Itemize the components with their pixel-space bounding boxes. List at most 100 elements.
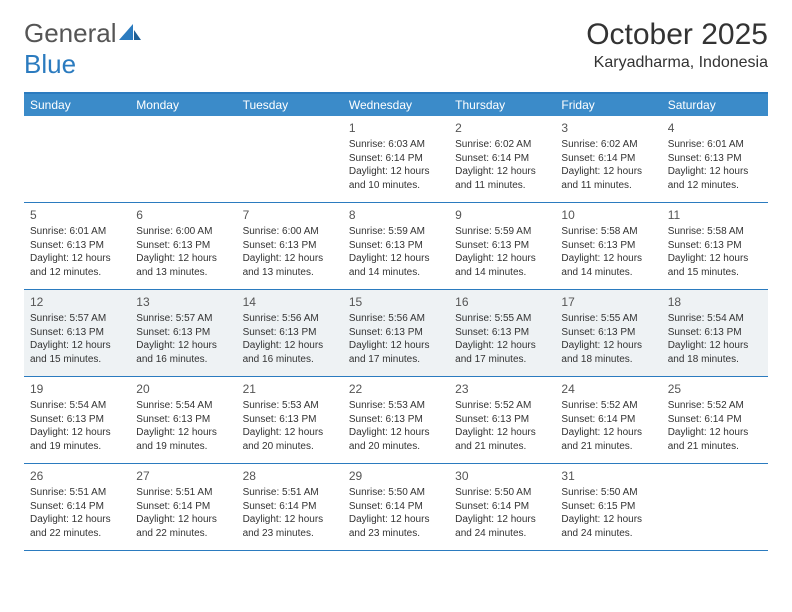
cell-daylight1: Daylight: 12 hours bbox=[349, 426, 443, 440]
cell-daylight1: Daylight: 12 hours bbox=[30, 513, 124, 527]
cell-sunset: Sunset: 6:13 PM bbox=[243, 326, 337, 340]
cell-sunrise: Sunrise: 5:51 AM bbox=[136, 486, 230, 500]
cell-daylight2: and 15 minutes. bbox=[668, 266, 762, 280]
day-number: 12 bbox=[30, 294, 124, 310]
cell-daylight1: Daylight: 12 hours bbox=[136, 426, 230, 440]
cell-sunset: Sunset: 6:13 PM bbox=[455, 326, 549, 340]
cell-sunrise: Sunrise: 5:54 AM bbox=[30, 399, 124, 413]
cell-daylight1: Daylight: 12 hours bbox=[455, 426, 549, 440]
logo-text: GeneralBlue bbox=[24, 18, 141, 80]
cell-sunset: Sunset: 6:13 PM bbox=[561, 326, 655, 340]
day-number: 13 bbox=[136, 294, 230, 310]
day-number: 21 bbox=[243, 381, 337, 397]
cell-sunset: Sunset: 6:14 PM bbox=[30, 500, 124, 514]
cell-daylight1: Daylight: 12 hours bbox=[561, 165, 655, 179]
cell-daylight1: Daylight: 12 hours bbox=[30, 426, 124, 440]
cell-daylight2: and 23 minutes. bbox=[349, 527, 443, 541]
cell-daylight2: and 24 minutes. bbox=[455, 527, 549, 541]
calendar-cell: 4Sunrise: 6:01 AMSunset: 6:13 PMDaylight… bbox=[662, 116, 768, 202]
day-number: 16 bbox=[455, 294, 549, 310]
cell-daylight1: Daylight: 12 hours bbox=[561, 339, 655, 353]
day-number: 11 bbox=[668, 207, 762, 223]
day-number: 27 bbox=[136, 468, 230, 484]
day-header-row: SundayMondayTuesdayWednesdayThursdayFrid… bbox=[24, 94, 768, 116]
cell-daylight2: and 16 minutes. bbox=[243, 353, 337, 367]
cell-daylight1: Daylight: 12 hours bbox=[561, 513, 655, 527]
calendar-week: 19Sunrise: 5:54 AMSunset: 6:13 PMDayligh… bbox=[24, 377, 768, 464]
calendar-cell: 17 Sunrise: 5:55 AMSunset: 6:13 PMDayligh… bbox=[555, 290, 661, 376]
day-number: 19 bbox=[30, 381, 124, 397]
cell-sunset: Sunset: 6:13 PM bbox=[561, 239, 655, 253]
month-title: October 2025 bbox=[586, 18, 768, 52]
cell-sunset: Sunset: 6:14 PM bbox=[561, 413, 655, 427]
cell-daylight2: and 21 minutes. bbox=[668, 440, 762, 454]
calendar-cell: 20Sunrise: 5:54 AMSunset: 6:13 PMDayligh… bbox=[130, 377, 236, 463]
calendar-week: 12Sunrise: 5:57 AMSunset: 6:13 PMDayligh… bbox=[24, 290, 768, 377]
cell-sunset: Sunset: 6:13 PM bbox=[349, 326, 443, 340]
cell-sunrise: Sunrise: 6:02 AM bbox=[561, 138, 655, 152]
calendar-cell: 1Sunrise: 6:03 AMSunset: 6:14 PMDaylight… bbox=[343, 116, 449, 202]
day-number: 17 bbox=[561, 294, 655, 310]
cell-sunrise: Sunrise: 6:00 AM bbox=[136, 225, 230, 239]
day-header-cell: Sunday bbox=[24, 94, 130, 116]
day-number: 4 bbox=[668, 120, 762, 136]
cell-sunrise: Sunrise: 5:55 AM bbox=[455, 312, 549, 326]
cell-sunset: Sunset: 6:13 PM bbox=[349, 413, 443, 427]
cell-sunset: Sunset: 6:14 PM bbox=[455, 152, 549, 166]
cell-sunrise: Sunrise: 6:01 AM bbox=[668, 138, 762, 152]
calendar-cell: 24Sunrise: 5:52 AMSunset: 6:14 PMDayligh… bbox=[555, 377, 661, 463]
cell-daylight2: and 18 minutes. bbox=[668, 353, 762, 367]
cell-sunrise: Sunrise: 5:52 AM bbox=[668, 399, 762, 413]
day-number: 22 bbox=[349, 381, 443, 397]
calendar-week: 26Sunrise: 5:51 AMSunset: 6:14 PMDayligh… bbox=[24, 464, 768, 551]
cell-daylight2: and 20 minutes. bbox=[349, 440, 443, 454]
cell-sunset: Sunset: 6:13 PM bbox=[30, 413, 124, 427]
cell-sunrise: Sunrise: 5:55 AM bbox=[561, 312, 655, 326]
cell-daylight2: and 14 minutes. bbox=[349, 266, 443, 280]
day-number: 5 bbox=[30, 207, 124, 223]
cell-sunrise: Sunrise: 6:02 AM bbox=[455, 138, 549, 152]
day-header-cell: Wednesday bbox=[343, 94, 449, 116]
cell-daylight1: Daylight: 12 hours bbox=[30, 339, 124, 353]
calendar-cell: 9Sunrise: 5:59 AMSunset: 6:13 PMDaylight… bbox=[449, 203, 555, 289]
day-number: 23 bbox=[455, 381, 549, 397]
cell-sunrise: Sunrise: 5:58 AM bbox=[561, 225, 655, 239]
cell-daylight1: Daylight: 12 hours bbox=[668, 252, 762, 266]
cell-daylight2: and 13 minutes. bbox=[243, 266, 337, 280]
calendar-cell-empty bbox=[24, 116, 130, 202]
day-number: 9 bbox=[455, 207, 549, 223]
calendar-cell: 2Sunrise: 6:02 AMSunset: 6:14 PMDaylight… bbox=[449, 116, 555, 202]
cell-daylight1: Daylight: 12 hours bbox=[668, 426, 762, 440]
calendar-cell: 8Sunrise: 5:59 AMSunset: 6:13 PMDaylight… bbox=[343, 203, 449, 289]
cell-sunset: Sunset: 6:15 PM bbox=[561, 500, 655, 514]
calendar-cell: 7Sunrise: 6:00 AMSunset: 6:13 PMDaylight… bbox=[237, 203, 343, 289]
calendar-cell: 26Sunrise: 5:51 AMSunset: 6:14 PMDayligh… bbox=[24, 464, 130, 550]
cell-sunrise: Sunrise: 5:50 AM bbox=[561, 486, 655, 500]
day-number: 6 bbox=[136, 207, 230, 223]
day-header-cell: Tuesday bbox=[237, 94, 343, 116]
calendar-cell: 5Sunrise: 6:01 AMSunset: 6:13 PMDaylight… bbox=[24, 203, 130, 289]
cell-sunset: Sunset: 6:14 PM bbox=[668, 413, 762, 427]
calendar-cell: 27Sunrise: 5:51 AMSunset: 6:14 PMDayligh… bbox=[130, 464, 236, 550]
day-number: 28 bbox=[243, 468, 337, 484]
day-number: 8 bbox=[349, 207, 443, 223]
cell-daylight2: and 16 minutes. bbox=[136, 353, 230, 367]
cell-daylight1: Daylight: 12 hours bbox=[349, 513, 443, 527]
cell-sunset: Sunset: 6:14 PM bbox=[561, 152, 655, 166]
logo-word2: Blue bbox=[24, 49, 76, 79]
day-number: 3 bbox=[561, 120, 655, 136]
day-number: 2 bbox=[455, 120, 549, 136]
cell-sunrise: Sunrise: 5:50 AM bbox=[349, 486, 443, 500]
cell-daylight1: Daylight: 12 hours bbox=[349, 165, 443, 179]
cell-daylight2: and 11 minutes. bbox=[561, 179, 655, 193]
cell-sunrise: Sunrise: 5:54 AM bbox=[136, 399, 230, 413]
cell-sunset: Sunset: 6:14 PM bbox=[349, 152, 443, 166]
day-number: 31 bbox=[561, 468, 655, 484]
cell-sunrise: Sunrise: 6:00 AM bbox=[243, 225, 337, 239]
cell-daylight2: and 12 minutes. bbox=[30, 266, 124, 280]
cell-sunset: Sunset: 6:14 PM bbox=[349, 500, 443, 514]
calendar-cell-empty bbox=[130, 116, 236, 202]
day-number: 18 bbox=[668, 294, 762, 310]
logo-word1: General bbox=[24, 18, 117, 48]
cell-sunrise: Sunrise: 6:03 AM bbox=[349, 138, 443, 152]
